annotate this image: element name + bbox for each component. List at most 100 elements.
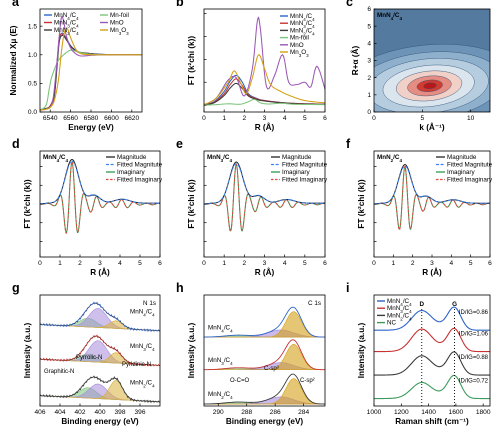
legend-label: MnN4/C4 [54, 12, 79, 21]
annotation-c-sp3: C-sp³ [264, 366, 279, 372]
band-label: G [452, 301, 457, 308]
x-tick-label: 2 [242, 115, 246, 122]
band-label: D [419, 301, 424, 308]
legend-label: Fitted Imaginary [447, 177, 493, 184]
x-tick-label: 0 [372, 115, 376, 122]
x-axis-label: R (Å) [255, 122, 275, 132]
legend-label: MnN3/C4 [54, 20, 79, 29]
y-tick-label: 0.0 [28, 109, 37, 116]
x-axis-label: Energy (eV) [68, 123, 114, 132]
x-tick-label: 10 [467, 115, 475, 122]
sample-label: MnN4/C4 [43, 154, 68, 163]
x-tick-label: 6540 [43, 115, 58, 122]
spectrum-line [203, 373, 325, 405]
envelope-line [39, 302, 161, 332]
sample-label: MnN3/C4 [207, 154, 232, 163]
panel-label-b: b [176, 0, 184, 9]
x-tick-label: 1600 [449, 409, 464, 416]
raman-line-MnN3/C4 [374, 327, 490, 353]
fitted-magnitude-line [373, 165, 490, 205]
raman-line-MnN4/C4 [374, 306, 490, 331]
contour-level [423, 82, 437, 89]
x-tick-label: 400 [94, 409, 105, 416]
x-tick-label: 0 [372, 260, 376, 267]
y-tick-label: 1 [367, 92, 371, 99]
annotation-o-c-o: O-C=O [230, 378, 250, 384]
legend-label: Magnitude [117, 154, 147, 161]
sample-label: MnN4/C4 [208, 324, 233, 333]
panel-a: a 6540 6560 6580 6600 6620 0.0 0.5 1.0 1.5 Energy … [9, 0, 143, 132]
panel-b: b 0 1 2 3 4 5 6 R (Å) FT (k²chi (k)) MnN4/C4MnN3/C… [176, 0, 327, 132]
x-tick-label: 6 [488, 260, 492, 267]
heatmap-contours [374, 43, 490, 112]
legend-label: Imaginary [282, 169, 310, 176]
x-tick-label: 3 [263, 115, 267, 122]
x-tick-label: 404 [54, 409, 65, 416]
legend-label: Imaginary [447, 169, 475, 176]
panel-c-title: MnN4/C4 [377, 12, 402, 21]
x-tick-label: 3 [430, 260, 434, 267]
x-tick-label: 6600 [104, 115, 119, 122]
fit-component-Pyrrolic-N [39, 383, 161, 403]
raman-line-MnN2/C4 [374, 351, 490, 376]
legend-label: MnO [110, 20, 124, 27]
y-tick-label: 6 [367, 6, 371, 13]
y-axis-label: Intensity (a.u.) [357, 322, 366, 378]
legend-label: MnN4/C4 [387, 298, 412, 307]
x-axis-label: R (Å) [255, 267, 275, 277]
y-axis-label: FT (k²chi (k)) [187, 179, 196, 228]
x-tick-label: 6620 [124, 115, 139, 122]
x-tick-label: 1000 [367, 409, 382, 416]
x-tick-label: 2 [242, 260, 246, 267]
envelope-line [39, 376, 161, 403]
x-axis-label: Binding energy (eV) [61, 417, 139, 426]
y-tick-label: 1.0 [28, 52, 37, 59]
legend-label: Fitted Magnitute [282, 162, 328, 169]
x-tick-label: 3 [98, 260, 102, 267]
x-tick-label: 6560 [63, 115, 78, 122]
fitted-magnitude-line [39, 160, 160, 205]
ratio-label: ID/IG=0.86 [459, 310, 489, 316]
x-tick-label: 1 [222, 260, 226, 267]
ratio-label: ID/IG=0.88 [459, 355, 489, 361]
panel-label-i: i [346, 281, 349, 295]
sample-label: MnN2/C4 [377, 154, 402, 163]
spectrum-line [203, 306, 326, 338]
panel-label-e: e [176, 137, 183, 151]
x-tick-label: 288 [241, 409, 252, 416]
annotation-pyridinic-n: Pyridinic-N [122, 362, 151, 368]
legend-label: MnN3/C4 [290, 20, 315, 29]
y-axis-label: Normalized Xμ (E) [9, 25, 18, 95]
panel-label-c: c [346, 0, 353, 9]
y-tick-label: 0.5 [28, 81, 37, 88]
legend-label: MnN2/C4 [54, 27, 79, 36]
x-tick-label: 1 [391, 260, 395, 267]
panel-h-title: C 1s [308, 300, 321, 307]
x-tick-label: 5 [303, 115, 307, 122]
y-tick-label: 5 [367, 23, 371, 30]
legend-label: Magnitude [282, 154, 312, 161]
panel-f: f 0 1 2 3 4 5 6 R (Å) FT (k²chi (k)) MnN2/C4 Magnit… [346, 137, 493, 277]
x-tick-label: 398 [114, 409, 125, 416]
x-tick-label: 5 [469, 260, 473, 267]
sample-label: MnN2/C4 [208, 391, 233, 400]
y-tick-label: 4 [367, 41, 371, 48]
series-line-Mn3O3 [203, 54, 326, 106]
x-tick-label: 1400 [421, 409, 436, 416]
x-tick-label: 3 [263, 260, 267, 267]
annotation-c-sp2: C-sp² [300, 378, 315, 384]
x-tick-label: 6 [323, 115, 327, 122]
series-line-Mn-foil [203, 98, 326, 106]
y-axis-label: FT (k²chi (k)) [357, 179, 366, 228]
x-tick-label: 5 [420, 115, 424, 122]
ratio-label: ID/IG=0.72 [459, 379, 489, 385]
y-tick-label: 1.5 [28, 23, 37, 30]
panel-e: e 0 1 2 3 4 5 6 R (Å) FT (k²chi (k)) MnN3/C4 Magnit… [176, 137, 328, 277]
legend-label: Magnitude [447, 154, 477, 161]
panel-label-d: d [12, 137, 20, 151]
legend-label: MnN4/C4 [290, 13, 315, 22]
legend-label: MnO [290, 42, 304, 49]
y-tick-label: 3 [367, 58, 371, 65]
x-tick-label: 0 [202, 115, 206, 122]
